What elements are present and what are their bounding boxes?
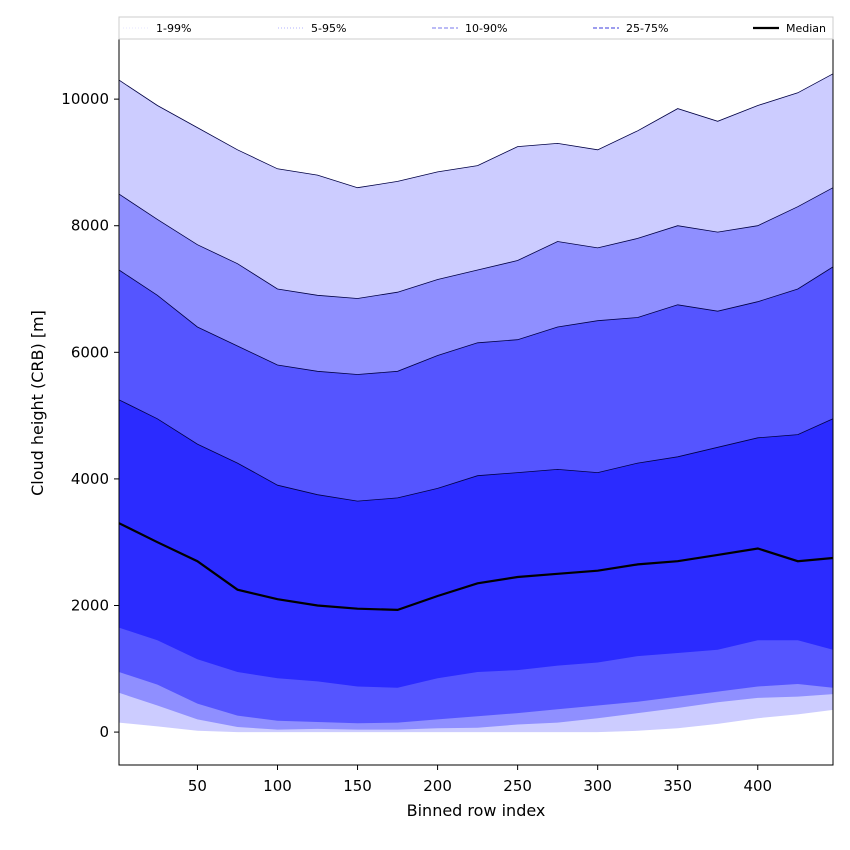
band-10-90-upper-edge: [118, 266, 834, 375]
legend-label: Median: [786, 22, 826, 35]
band-25-75-upper-edge: [118, 399, 834, 502]
legend-label: 1-99%: [156, 22, 191, 35]
x-axis-ticks: 50 100 150 200 250 300 350 400: [188, 765, 772, 795]
y-tick-label: 10000: [61, 90, 109, 108]
x-tick-label: 400: [743, 777, 772, 795]
x-tick-label: 50: [188, 777, 207, 795]
band-5-95-upper-edge: [118, 187, 834, 299]
x-tick-label: 150: [343, 777, 372, 795]
y-tick-label: 2000: [71, 596, 109, 614]
band-1-99-upper-edge: [118, 73, 834, 189]
x-tick-label: 200: [423, 777, 452, 795]
percentile-bands: [118, 73, 834, 733]
band-25-75: [119, 399, 833, 688]
median-line: [118, 522, 834, 612]
y-axis-ticks: 0 2000 4000 6000 8000 10000: [61, 90, 119, 741]
x-tick-label: 100: [263, 777, 292, 795]
legend-label: 10-90%: [465, 22, 507, 35]
legend-label: 25-75%: [626, 22, 668, 35]
y-tick-label: 8000: [71, 217, 109, 235]
median-layer: [118, 522, 834, 612]
x-tick-label: 350: [663, 777, 692, 795]
x-axis-label: Binned row index: [407, 801, 546, 820]
x-tick-label: 300: [583, 777, 612, 795]
legend-label: 5-95%: [311, 22, 346, 35]
legend-box: [118, 16, 834, 40]
y-tick-label: 4000: [71, 470, 109, 488]
y-axis-label: Cloud height (CRB) [m]: [28, 310, 47, 496]
y-tick-label: 6000: [71, 343, 109, 361]
y-tick-label: 0: [99, 723, 109, 741]
legend: 1-99% 5-95% 10-90% 25-75% Median: [118, 16, 834, 40]
x-tick-label: 250: [503, 777, 532, 795]
